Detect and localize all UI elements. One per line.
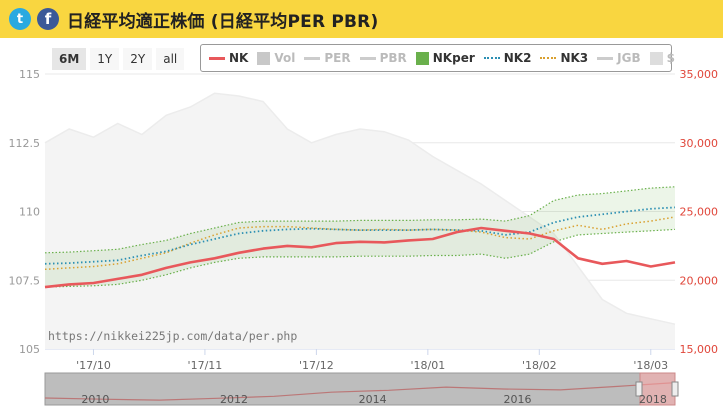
- navigator-series: [44, 382, 676, 401]
- legend-item-nk2[interactable]: NK2: [483, 51, 532, 65]
- y-left-tick-label: 110: [19, 206, 40, 219]
- series-nkper-band: [45, 186, 675, 288]
- legend-symbol: [483, 57, 500, 59]
- navigator-handle-left[interactable]: [635, 381, 643, 397]
- x-tick-label: '17/11: [188, 359, 223, 372]
- legend-label: PER: [324, 51, 351, 65]
- chart-legend: NK Vol PER PBR NKper NK2 NK3 JGB $: [200, 44, 675, 72]
- range-button-all[interactable]: all: [156, 48, 185, 70]
- range-selector: 6M 1Y 2Y all: [52, 48, 185, 70]
- legend-item-nkper[interactable]: NKper: [415, 51, 475, 65]
- navigator-year-label: 2018: [639, 393, 667, 406]
- legend-item-jgb[interactable]: JGB: [597, 51, 641, 65]
- legend-item-vol[interactable]: Vol: [257, 51, 295, 65]
- x-tick-label: '18/01: [410, 359, 445, 372]
- chart-area: 105 107.5 110 112.5 115 15,000 20,000 25,000 30,…: [9, 68, 719, 406]
- series-nkper-lower: [44, 228, 676, 288]
- navigator-year-label: 2014: [359, 393, 387, 406]
- legend-symbol: [597, 56, 614, 60]
- legend-label: NK2: [503, 51, 532, 65]
- legend-label: NK: [229, 51, 249, 65]
- legend-item-usd[interactable]: $: [649, 51, 675, 65]
- twitter-icon[interactable]: t: [9, 8, 31, 30]
- x-tick-label: '18/02: [522, 359, 557, 372]
- y-right-tick-label: 35,000: [680, 68, 719, 81]
- y-left-tick-label: 115: [19, 68, 40, 81]
- legend-symbol: [209, 56, 225, 60]
- legend-label: PBR: [379, 51, 407, 65]
- range-button-2y[interactable]: 2Y: [123, 48, 153, 70]
- legend-label: Vol: [274, 51, 296, 65]
- legend-symbol: [415, 51, 429, 65]
- legend-item-nk3[interactable]: NK3: [540, 51, 588, 65]
- series-nk3-line: [44, 216, 676, 271]
- y-right-tick-label: 15,000: [680, 343, 719, 356]
- header-bar: t f 日経平均適正株価 (日経平均PER PBR): [0, 0, 723, 38]
- legend-label: NKper: [432, 51, 475, 65]
- navigator-handle-right[interactable]: [671, 381, 679, 397]
- legend-symbol: [649, 51, 663, 65]
- range-button-6m[interactable]: 6M: [52, 48, 87, 70]
- legend-label: JGB: [617, 51, 641, 65]
- legend-symbol: [359, 56, 376, 60]
- legend-symbol: [540, 57, 557, 59]
- facebook-icon[interactable]: f: [37, 8, 59, 30]
- legend-label: $: [666, 51, 675, 65]
- y-right-tick-label: 20,000: [680, 274, 719, 287]
- series-nk-line: [44, 226, 676, 289]
- x-tick-label: '17/12: [299, 359, 334, 372]
- legend-item-pbr[interactable]: PBR: [359, 51, 407, 65]
- range-button-1y[interactable]: 1Y: [90, 48, 120, 70]
- y-left-tick-label: 112.5: [9, 137, 41, 150]
- navigator-year-label: 2010: [81, 393, 109, 406]
- y-left-tick-label: 107.5: [9, 274, 41, 287]
- legend-item-nk[interactable]: NK: [209, 51, 248, 65]
- watermark-url: https://nikkei225jp.com/data/per.php: [48, 329, 297, 343]
- legend-item-per[interactable]: PER: [304, 51, 351, 65]
- x-tick-label: '18/03: [633, 359, 668, 372]
- y-left-tick-label: 105: [19, 343, 40, 356]
- legend-symbol: [304, 56, 321, 60]
- series-nkper-upper: [44, 186, 676, 254]
- series-jgb-area: [45, 93, 675, 349]
- legend-symbol: [257, 51, 271, 65]
- y-right-tick-label: 25,000: [680, 206, 719, 219]
- navigator-year-label: 2012: [220, 393, 248, 406]
- navigator-year-label: 2016: [504, 393, 532, 406]
- legend-label: NK3: [560, 51, 589, 65]
- page-title: 日経平均適正株価 (日経平均PER PBR): [67, 11, 379, 32]
- y-right-tick-label: 30,000: [680, 137, 719, 150]
- x-tick-label: '17/10: [76, 359, 111, 372]
- series-jgb-line: [44, 92, 676, 325]
